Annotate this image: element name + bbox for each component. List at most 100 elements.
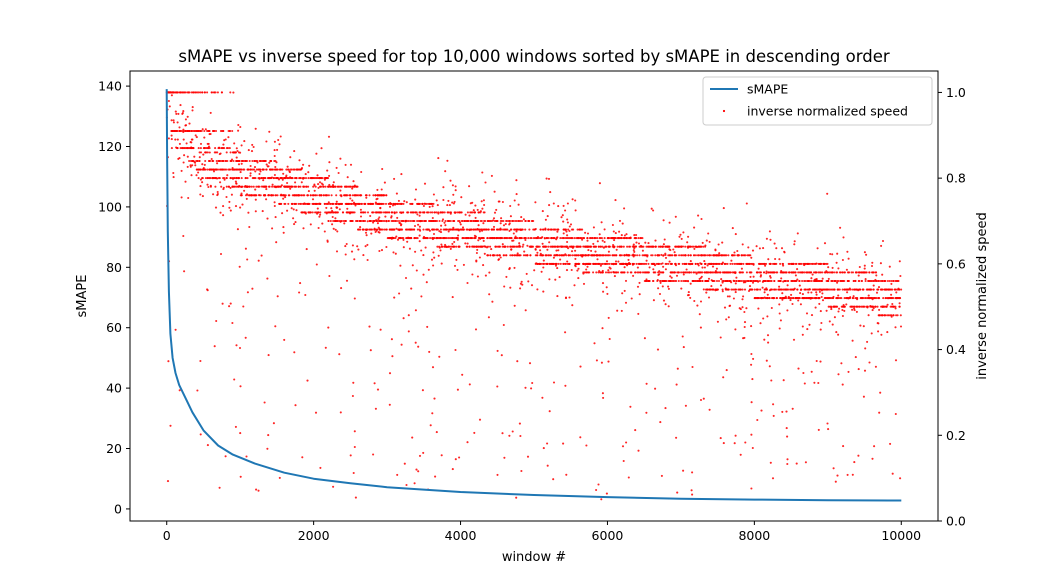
scatter-point — [883, 288, 887, 291]
scatter-point — [548, 278, 551, 281]
scatter-point — [882, 305, 885, 308]
scatter-point — [657, 245, 660, 248]
scatter-point — [853, 288, 856, 291]
scatter-point — [664, 256, 668, 259]
scatter-point — [270, 177, 273, 180]
scatter-point — [684, 271, 687, 274]
scatter-point — [766, 334, 770, 337]
scatter-point — [240, 144, 243, 147]
scatter-point — [482, 264, 485, 267]
scatter-point — [422, 254, 425, 257]
scatter-point — [515, 496, 518, 499]
scatter-point — [857, 368, 860, 371]
scatter-point — [500, 354, 503, 357]
scatter-point — [254, 170, 257, 173]
scatter-point — [552, 478, 555, 481]
scatter-point — [199, 147, 202, 150]
scatter-point — [725, 318, 728, 321]
scatter-point — [237, 129, 240, 132]
scatter-point — [194, 134, 197, 137]
scatter-point — [714, 271, 717, 274]
scatter-point — [257, 185, 260, 188]
scatter-point — [377, 226, 380, 229]
scatter-point — [791, 407, 794, 410]
scatter-point — [422, 235, 426, 238]
scatter-point — [213, 129, 216, 133]
scatter-point — [378, 194, 381, 197]
scatter-point — [881, 279, 884, 283]
scatter-point — [635, 241, 638, 244]
scatter-point — [792, 262, 795, 265]
scatter-point — [581, 238, 584, 241]
scatter-point — [657, 287, 660, 290]
scatter-point — [300, 166, 304, 170]
scatter-point — [652, 299, 655, 302]
scatter-point — [290, 177, 294, 180]
scatter-point — [226, 159, 229, 163]
scatter-point — [876, 322, 879, 325]
scatter-point — [874, 365, 877, 368]
scatter-point — [717, 243, 720, 246]
scatter-point — [318, 185, 321, 188]
scatter-point — [693, 226, 696, 229]
scatter-point — [498, 200, 501, 203]
scatter-point — [888, 279, 891, 283]
scatter-point — [670, 279, 673, 283]
scatter-point — [222, 143, 225, 146]
scatter-point — [335, 206, 338, 209]
scatter-point — [279, 202, 282, 205]
scatter-point — [493, 237, 496, 240]
scatter-point — [779, 262, 782, 265]
scatter-point — [374, 194, 377, 197]
scatter-point — [857, 274, 860, 277]
scatter-point — [411, 211, 414, 214]
scatter-point — [579, 436, 582, 439]
scatter-point — [214, 168, 217, 171]
scatter-point — [822, 262, 825, 265]
scatter-point — [741, 306, 744, 309]
scatter-point — [343, 185, 346, 188]
scatter-point — [566, 240, 569, 244]
scatter-point — [603, 228, 606, 231]
scatter-point — [692, 279, 695, 283]
scatter-point — [782, 379, 785, 382]
scatter-point — [410, 211, 413, 214]
scatter-point — [817, 271, 820, 274]
scatter-point — [236, 228, 239, 231]
scatter-point — [749, 254, 752, 257]
scatter-point — [270, 168, 274, 171]
scatter-point — [586, 262, 589, 265]
scatter-point — [678, 245, 681, 248]
scatter-point — [535, 262, 538, 265]
scatter-point — [206, 177, 209, 180]
scatter-point — [344, 245, 347, 248]
scatter-point — [423, 211, 426, 214]
scatter-point — [787, 271, 791, 274]
scatter-point — [509, 245, 512, 248]
scatter-point — [629, 236, 632, 239]
scatter-point — [428, 350, 431, 353]
scatter-point — [206, 151, 209, 154]
scatter-point — [333, 219, 336, 223]
scatter-point — [290, 207, 293, 210]
scatter-point — [826, 279, 829, 283]
scatter-point — [179, 91, 182, 94]
scatter-point — [245, 197, 248, 200]
scatter-point — [251, 168, 254, 171]
scatter-point — [372, 453, 375, 456]
scatter-point — [608, 262, 611, 265]
scatter-point — [623, 254, 626, 257]
scatter-point — [880, 244, 883, 247]
scatter-point — [667, 305, 670, 308]
scatter-point — [502, 228, 505, 231]
scatter-point — [318, 215, 321, 218]
scatter-point — [668, 245, 671, 248]
scatter-point — [815, 271, 818, 274]
scatter-point — [442, 186, 445, 189]
scatter-point — [360, 170, 363, 174]
scatter-point — [476, 248, 479, 251]
scatter-point — [207, 129, 210, 133]
scatter-point — [601, 271, 604, 274]
scatter-point — [401, 219, 405, 223]
scatter-point — [718, 252, 721, 255]
